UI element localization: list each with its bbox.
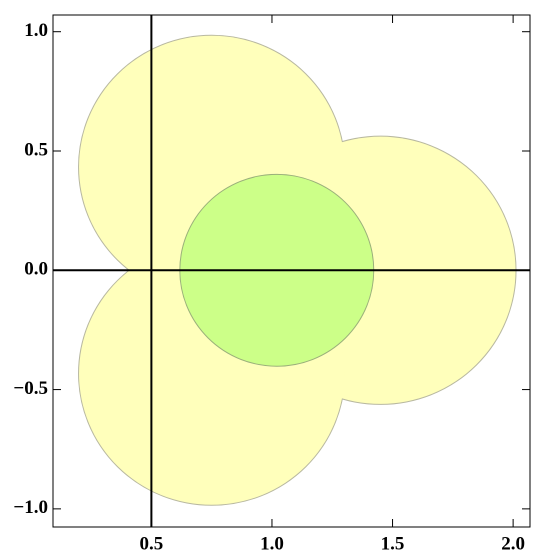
y-tick-label: 0.5 [24,139,48,160]
y-tick-label: −1.0 [13,497,48,518]
x-tick-label: 2.0 [501,533,525,554]
y-tick-label: 0.0 [24,259,48,280]
x-tick-label: 1.5 [381,533,405,554]
y-tick-label: −0.5 [13,378,48,399]
plot-area [53,15,530,527]
frame [52,14,531,528]
y-tick-label: 1.0 [24,20,48,41]
x-tick-label: 1.0 [260,533,284,554]
x-tick-label: 0.5 [140,533,164,554]
